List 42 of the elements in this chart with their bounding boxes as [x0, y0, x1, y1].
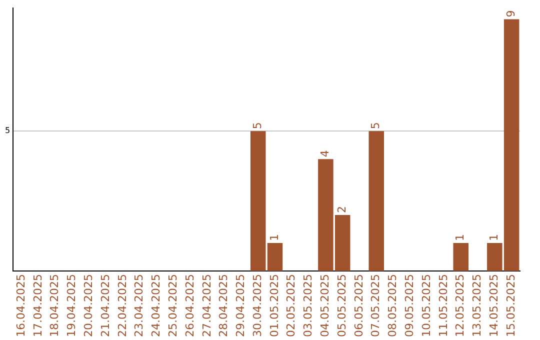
- x-tick-label: 03.05.2025: [302, 274, 315, 338]
- x-tick-label: 09.05.2025: [403, 274, 416, 338]
- x-tick-label: 19.04.2025: [65, 274, 78, 338]
- bar: [453, 243, 468, 272]
- data-label: 1: [454, 234, 467, 242]
- x-tick-label: 13.05.2025: [470, 274, 484, 338]
- x-tick-label: 02.05.2025: [284, 274, 298, 338]
- x-tick-label: 11.05.2025: [436, 274, 450, 338]
- data-label: 5: [369, 122, 382, 130]
- x-tick-label: 23.04.2025: [132, 274, 146, 338]
- x-tick-label: 21.04.2025: [98, 274, 112, 338]
- x-tick-label: 07.05.2025: [369, 274, 382, 338]
- x-tick-label: 26.04.2025: [183, 274, 196, 338]
- data-label: 9: [504, 10, 518, 18]
- x-tick-label: 16.04.2025: [14, 274, 28, 338]
- x-tick-label: 22.04.2025: [116, 274, 129, 338]
- x-tick-label: 18.04.2025: [48, 274, 62, 338]
- x-tick-label: 14.05.2025: [488, 274, 501, 338]
- data-label: 1: [268, 234, 281, 242]
- x-tick-label: 06.05.2025: [352, 274, 366, 338]
- bar: [368, 131, 384, 272]
- x-tick-label: 01.05.2025: [268, 274, 281, 338]
- x-tick-label: 27.04.2025: [200, 274, 214, 338]
- data-label: 5: [250, 122, 264, 130]
- x-tick-label: 10.05.2025: [420, 274, 433, 338]
- x-tick-label: 30.04.2025: [250, 274, 264, 338]
- bar: [250, 131, 266, 272]
- data-label: 1: [488, 234, 501, 242]
- x-tick-label: 08.05.2025: [386, 274, 400, 338]
- data-label: 4: [318, 150, 332, 158]
- x-tick-label: 24.04.2025: [150, 274, 163, 338]
- data-label: 2: [335, 206, 348, 214]
- x-tick-label: 20.04.2025: [82, 274, 95, 338]
- x-tick-label: 12.05.2025: [454, 274, 467, 338]
- x-tick-label: 17.04.2025: [31, 274, 44, 338]
- x-tick-label: 29.04.2025: [234, 274, 248, 338]
- x-tick-label: 15.05.2025: [504, 274, 518, 338]
- x-tick-label: 05.05.2025: [335, 274, 348, 338]
- bar: [267, 243, 283, 272]
- x-tick-label: 28.04.2025: [217, 274, 230, 338]
- x-tick-label: 25.04.2025: [166, 274, 180, 338]
- x-tick-label: 04.05.2025: [318, 274, 332, 338]
